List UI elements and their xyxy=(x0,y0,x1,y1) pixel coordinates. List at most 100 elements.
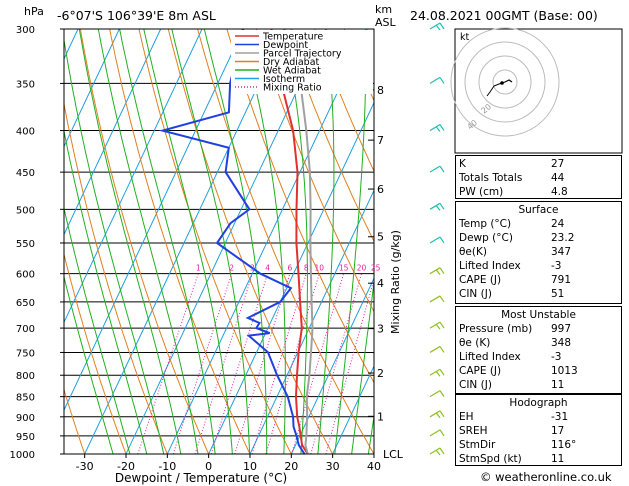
temperature-tick-label: 0 xyxy=(205,460,212,473)
pressure-tick-label: 1000 xyxy=(10,450,35,461)
index-row: Pressure (mb) 997 xyxy=(459,323,572,335)
isotherm-line xyxy=(208,101,374,454)
wind-barb xyxy=(435,323,441,330)
lcl-label: LCL xyxy=(383,448,404,461)
x-axis-label: Dewpoint / Temperature (°C) xyxy=(115,471,287,485)
legend-label: Parcel Trajectory xyxy=(263,49,342,60)
wind-barb xyxy=(435,370,441,377)
pressure-tick-label: 650 xyxy=(16,298,35,309)
height-tick-label: 3 xyxy=(377,323,384,336)
index-row: K 27 xyxy=(459,158,565,170)
hodograph-title: Hodograph xyxy=(509,397,568,409)
wind-barb xyxy=(439,267,445,275)
pressure-tick-label: 800 xyxy=(16,371,35,382)
index-row: Totals Totals 44 xyxy=(459,172,565,184)
height-tick-label: 6 xyxy=(377,183,384,196)
temperature-tick-label: -20 xyxy=(117,460,135,473)
dry-adiabat-line xyxy=(284,29,374,243)
sounding-series xyxy=(158,29,314,454)
pressure-tick-label: 900 xyxy=(16,413,35,424)
dry-adiabat-line xyxy=(64,252,127,454)
wet-adiabat-line xyxy=(119,29,216,454)
wet-adiabat-line xyxy=(64,206,131,454)
mixing-ratio-line xyxy=(137,273,199,454)
temperature-tick-label: 10 xyxy=(243,460,257,473)
wind-barb xyxy=(439,202,445,210)
legend-label: Dry Adiabat xyxy=(263,57,320,68)
hodograph-ring xyxy=(492,69,518,95)
surface-indices-box: Surface Temp (°C) 24 Dewp (°C) 23.2 θe(K) 3… xyxy=(455,201,622,304)
isotherm-line xyxy=(64,29,79,60)
pressure-tick-label: 850 xyxy=(16,393,35,404)
isotherm-line xyxy=(125,29,327,454)
isotherm-line xyxy=(166,29,368,454)
height-tick-label: 8 xyxy=(377,84,384,97)
pressure-tick-label: 750 xyxy=(16,348,35,359)
pressure-tick-label: 350 xyxy=(16,79,35,90)
wet-adiabat-line xyxy=(367,412,374,454)
index-row: Dewp (°C) 23.2 xyxy=(459,232,575,244)
height-tick-label: 1 xyxy=(377,410,384,423)
dry-adiabat-line xyxy=(314,29,374,173)
temperature-tick-label: -30 xyxy=(76,460,94,473)
legend-label: Mixing Ratio xyxy=(263,83,322,94)
wind-barb xyxy=(439,124,445,131)
legend-label: Isotherm xyxy=(263,74,305,85)
wind-barb xyxy=(429,76,441,84)
mixing-ratio-tick-label: 2 xyxy=(229,264,234,273)
hodograph-unit-label: kt xyxy=(460,32,470,43)
wind-barb xyxy=(439,368,445,376)
wet-adiabat-line xyxy=(64,128,148,454)
storm-motion-marker xyxy=(500,81,504,85)
wind-barb xyxy=(439,77,445,84)
wind-barb xyxy=(429,321,441,329)
wet-adiabat-line xyxy=(97,29,199,454)
pressure-tick-label: 300 xyxy=(16,25,35,36)
parcel-trajectory-line xyxy=(290,29,314,454)
wind-barb xyxy=(429,202,441,210)
wet-adiabat-line xyxy=(317,29,335,454)
isotherm-line xyxy=(64,29,120,148)
wind-barb xyxy=(429,22,441,30)
wind-barb xyxy=(429,390,441,398)
dry-adiabat-line xyxy=(226,29,374,384)
index-row: θe(K) 347 xyxy=(459,246,572,258)
mixing-ratio-tick-label: 15 xyxy=(339,264,349,273)
height-axis: 8 7 6 5 4 3 2 1 xyxy=(368,84,384,423)
dry-adiabat-line xyxy=(64,387,86,454)
isotherm-line xyxy=(64,29,244,412)
index-row: CAPE (J) 791 xyxy=(459,274,572,286)
mixing-ratio-tick-label: 4 xyxy=(265,264,270,273)
temperature-axis: -30 -20 -10 0 10 20 30 40 xyxy=(76,454,381,473)
mixing-ratio-line xyxy=(325,277,374,454)
pressure-tick-label: 550 xyxy=(16,239,35,250)
pressure-axis: 300 350 400 450 500 550 600 650 700 750 800 850 900 9… xyxy=(10,25,64,461)
wind-barb xyxy=(429,165,441,173)
general-indices-box: K 27 Totals Totals 44 PW (cm) 4.8 xyxy=(455,155,622,199)
hodograph-ring xyxy=(450,27,560,137)
height-tick-label: 5 xyxy=(377,231,384,244)
wet-adiabat-line xyxy=(64,275,114,454)
wind-barb xyxy=(429,124,441,132)
wind-barb xyxy=(429,429,441,437)
legend-label: Dewpoint xyxy=(263,40,308,51)
height-unit-sub-label: ASL xyxy=(375,16,397,29)
pressure-tick-label: 400 xyxy=(16,127,35,138)
mixing-ratio-line xyxy=(194,273,253,454)
temperature-tick-label: 20 xyxy=(284,460,298,473)
wind-barbs xyxy=(429,22,445,456)
isotherm-line xyxy=(249,189,374,454)
wet-adiabat-line xyxy=(241,29,286,454)
wind-barb xyxy=(435,269,441,276)
wind-barb xyxy=(435,204,441,211)
index-row: Lifted Index -3 xyxy=(459,260,562,272)
wind-barb xyxy=(439,390,445,397)
wind-barb xyxy=(435,449,441,456)
dry-adiabat-line xyxy=(64,101,168,454)
mixing-ratio-tick-label: 1 xyxy=(196,264,201,273)
index-row: CIN (J) 11 xyxy=(459,379,565,391)
temperature-line xyxy=(270,29,309,454)
wind-barb xyxy=(439,429,445,437)
